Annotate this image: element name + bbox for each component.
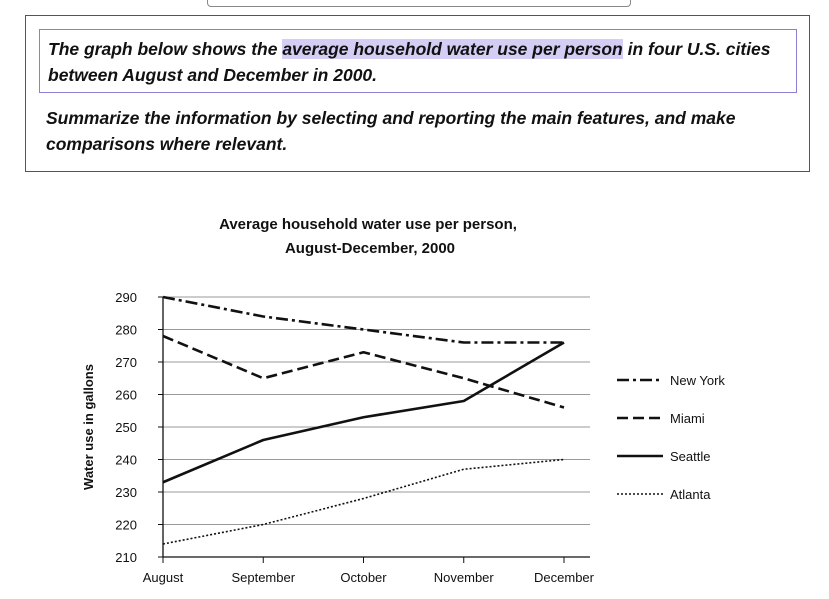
y-axis-label: Water use in gallons bbox=[81, 364, 96, 490]
y-tick-label-220: 220 bbox=[115, 518, 137, 533]
y-tick-label-240: 240 bbox=[115, 453, 137, 468]
x-tick-label-november: November bbox=[434, 570, 495, 585]
series-line-atlanta bbox=[162, 458, 565, 545]
legend-label-atlanta: Atlanta bbox=[670, 487, 711, 502]
task-description: The graph below shows the average househ… bbox=[39, 29, 797, 93]
y-tick-label-230: 230 bbox=[115, 485, 137, 500]
y-tick-label-210: 210 bbox=[115, 550, 137, 565]
x-tick-label-october: October bbox=[340, 570, 387, 585]
y-tick-label-260: 260 bbox=[115, 388, 137, 403]
y-tick-label-250: 250 bbox=[115, 420, 137, 435]
legend-label-seattle: Seattle bbox=[670, 449, 710, 464]
legend-label-miami: Miami bbox=[670, 411, 705, 426]
chart-title-line1: Average household water use per person, bbox=[219, 216, 517, 233]
series-line-miami bbox=[162, 334, 565, 409]
top-divider bbox=[207, 0, 631, 7]
y-tick-label-270: 270 bbox=[115, 355, 137, 370]
legend-label-new-york: New York bbox=[670, 373, 725, 388]
task-highlight: average household water use per person bbox=[282, 39, 623, 59]
summary-instruction: Summarize the information by selecting a… bbox=[46, 108, 736, 154]
series-line-seattle bbox=[162, 341, 565, 484]
chart-title-line2: August-December, 2000 bbox=[285, 240, 455, 257]
y-tick-label-290: 290 bbox=[115, 290, 137, 305]
x-tick-label-august: August bbox=[143, 570, 184, 585]
y-tick-label-280: 280 bbox=[115, 323, 137, 338]
x-tick-label-september: September bbox=[231, 570, 295, 585]
task-prefix: The graph below shows the bbox=[48, 39, 283, 59]
x-tick-label-december: December bbox=[534, 570, 595, 585]
prompt-box: The graph below shows the average househ… bbox=[25, 15, 810, 172]
task-suffix: in four U.S. cities between August and D… bbox=[48, 39, 771, 85]
series-line-new-york bbox=[162, 295, 564, 344]
